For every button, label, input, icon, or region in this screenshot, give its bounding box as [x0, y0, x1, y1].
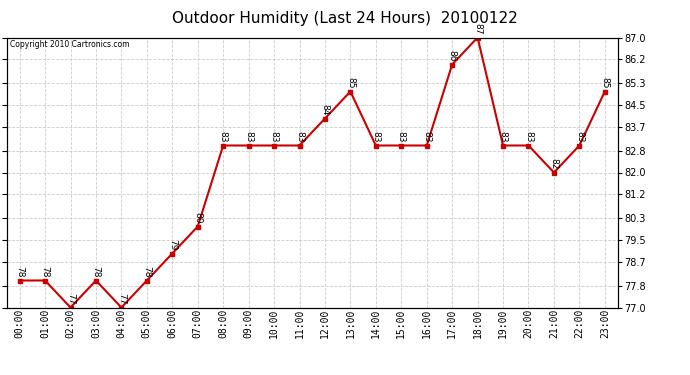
- Text: 83: 83: [270, 131, 279, 143]
- Text: 78: 78: [15, 266, 24, 278]
- Text: 86: 86: [448, 50, 457, 62]
- Text: 83: 83: [524, 131, 533, 143]
- Text: 85: 85: [600, 77, 609, 89]
- Text: 77: 77: [117, 293, 126, 305]
- Text: 79: 79: [168, 239, 177, 251]
- Text: 83: 83: [295, 131, 304, 143]
- Text: 77: 77: [66, 293, 75, 305]
- Text: 83: 83: [575, 131, 584, 143]
- Text: 83: 83: [371, 131, 380, 143]
- Text: 83: 83: [397, 131, 406, 143]
- Text: 87: 87: [473, 23, 482, 35]
- Text: 84: 84: [320, 104, 329, 116]
- Text: 83: 83: [244, 131, 253, 143]
- Text: 82: 82: [549, 158, 558, 170]
- Text: 83: 83: [219, 131, 228, 143]
- Text: 78: 78: [142, 266, 151, 278]
- Text: Outdoor Humidity (Last 24 Hours)  20100122: Outdoor Humidity (Last 24 Hours) 2010012…: [172, 11, 518, 26]
- Text: 85: 85: [346, 77, 355, 89]
- Text: 83: 83: [499, 131, 508, 143]
- Text: Copyright 2010 Cartronics.com: Copyright 2010 Cartronics.com: [10, 40, 130, 49]
- Text: 78: 78: [92, 266, 101, 278]
- Text: 83: 83: [422, 131, 431, 143]
- Text: 78: 78: [41, 266, 50, 278]
- Text: 80: 80: [193, 212, 202, 224]
